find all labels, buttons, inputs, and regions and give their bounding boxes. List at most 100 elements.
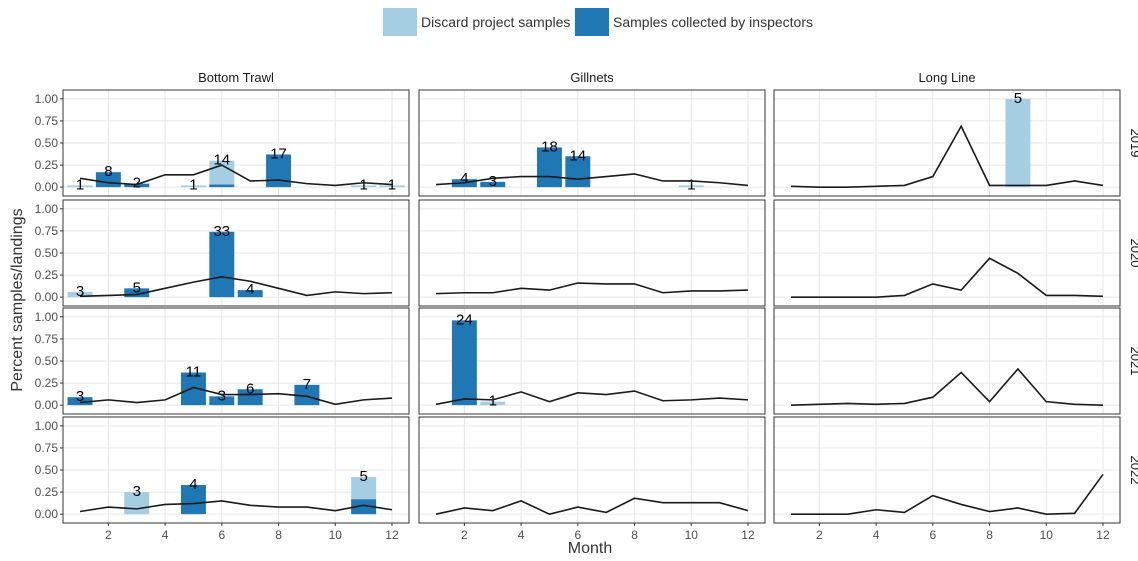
x-tick-label: 10	[329, 528, 343, 542]
legend-label: Discard project samples	[421, 14, 570, 30]
bar	[294, 384, 320, 406]
bar	[351, 499, 377, 515]
count-label: 1	[76, 176, 84, 193]
y-tick-label: 0.75	[35, 332, 59, 346]
count-label: 6	[246, 380, 254, 397]
count-label: 8	[104, 163, 112, 180]
x-tick-label: 4	[162, 528, 169, 542]
bar	[351, 477, 377, 500]
panel-border	[418, 89, 766, 197]
x-tick-label: 8	[631, 528, 638, 542]
bar	[351, 185, 377, 188]
bar	[565, 156, 591, 188]
count-label: 18	[541, 138, 558, 155]
bar	[536, 147, 562, 188]
line	[435, 390, 749, 406]
panel-border	[773, 307, 1121, 415]
bar	[67, 185, 93, 188]
count-label: 4	[246, 281, 254, 298]
bar	[67, 291, 93, 298]
y-tick-label: 0.00	[35, 507, 59, 521]
line	[790, 367, 1104, 406]
x-tick-label: 8	[986, 528, 993, 542]
x-tick-label: 12	[741, 528, 755, 542]
legend-swatch	[575, 8, 609, 36]
panel-border	[773, 416, 1121, 524]
x-tick-label: 6	[929, 528, 936, 542]
panel-border	[418, 307, 766, 415]
row-strip-label: 2020	[1128, 239, 1138, 268]
bar	[379, 185, 405, 188]
bar	[67, 397, 93, 406]
y-tick-label: 1.00	[35, 202, 59, 216]
y-tick-label: 1.00	[35, 92, 59, 106]
count-label: 5	[133, 279, 141, 296]
x-tick-label: 6	[574, 528, 581, 542]
y-tick-label: 0.75	[35, 441, 59, 455]
x-tick-label: 2	[461, 528, 468, 542]
y-tick-label: 0.00	[35, 290, 59, 304]
x-tick-label: 12	[385, 528, 399, 542]
bar	[480, 401, 506, 406]
x-tick-label: 4	[518, 528, 525, 542]
panel-border	[418, 416, 766, 524]
line	[790, 124, 1104, 188]
line	[435, 173, 749, 187]
bar	[209, 396, 235, 406]
bar	[180, 185, 206, 188]
panel-border	[62, 416, 410, 524]
line	[79, 386, 393, 406]
x-tick-label: 2	[105, 528, 112, 542]
y-tick-label: 0.50	[35, 463, 59, 477]
line	[79, 500, 393, 513]
count-label: 24	[456, 311, 473, 328]
x-tick-label: 10	[685, 528, 699, 542]
line	[791, 257, 1104, 298]
y-tick-label: 1.00	[35, 310, 59, 324]
y-tick-label: 0.50	[35, 136, 59, 150]
count-label: 1	[489, 393, 497, 410]
y-tick-label: 0.75	[35, 224, 59, 238]
count-label: 5	[1014, 90, 1022, 107]
x-axis-title: Month	[568, 540, 612, 556]
y-tick-label: 0.00	[35, 398, 59, 412]
line	[435, 497, 749, 516]
y-axis-title: Percent samples/landings	[9, 208, 26, 391]
column-strip-label: Long Line	[918, 70, 975, 85]
bar	[124, 288, 150, 298]
count-label: 5	[359, 468, 367, 485]
count-label: 7	[303, 376, 311, 393]
bar	[180, 485, 206, 515]
count-label: 14	[569, 147, 586, 164]
bar	[1005, 98, 1031, 188]
y-tick-label: 0.25	[35, 268, 59, 282]
y-tick-label: 0.25	[35, 485, 59, 499]
line	[79, 276, 393, 298]
count-label: 1	[687, 176, 695, 193]
column-strip-label: Bottom Trawl	[198, 70, 274, 85]
legend-swatch	[383, 8, 417, 36]
panel-border	[62, 199, 410, 307]
panel-border	[418, 199, 766, 307]
y-tick-label: 0.00	[35, 180, 59, 194]
y-tick-label: 0.75	[35, 114, 59, 128]
legend-label: Samples collected by inspectors	[613, 14, 813, 30]
x-tick-label: 10	[1040, 528, 1054, 542]
y-tick-label: 1.00	[35, 419, 59, 433]
x-tick-label: 12	[1096, 528, 1110, 542]
count-label: 4	[460, 170, 468, 187]
x-tick-label: 2	[816, 528, 823, 542]
count-label: 3	[76, 388, 84, 405]
bar	[480, 181, 506, 188]
count-label: 1	[388, 176, 396, 193]
x-tick-label: 8	[275, 528, 282, 542]
bar	[209, 184, 235, 188]
line	[791, 473, 1104, 515]
count-label: 1	[189, 176, 197, 193]
panel-border	[773, 89, 1121, 197]
y-tick-label: 0.25	[35, 158, 59, 172]
panel-border	[773, 199, 1121, 307]
column-strip-label: Gillnets	[570, 70, 614, 85]
row-strip-label: 2021	[1128, 347, 1138, 376]
